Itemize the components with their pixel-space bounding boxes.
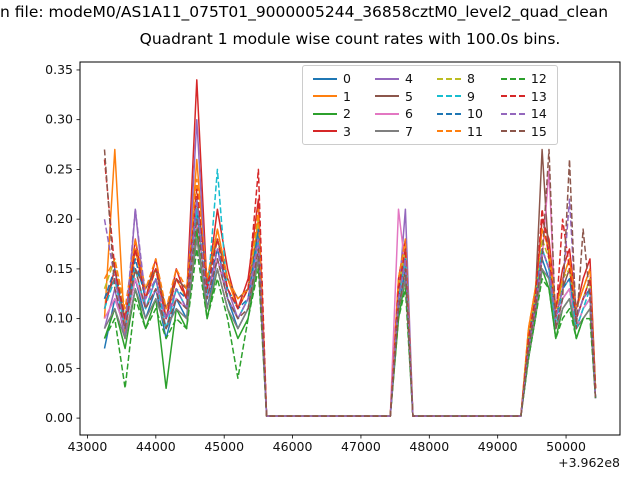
legend: 0 1 2 3 4 5 6 7 8 9 10 11 12 13 14 15 [302, 65, 558, 145]
legend-line-swatch [500, 95, 525, 98]
legend-line-swatch [313, 95, 337, 98]
x-tick-label: 45000 [204, 439, 244, 454]
legend-item-9: 9 [437, 89, 483, 105]
legend-item-12: 12 [500, 71, 547, 87]
series-line-15 [103, 148, 597, 417]
x-tick-label: 48000 [409, 439, 449, 454]
legend-line-swatch [437, 112, 461, 115]
legend-line-swatch [500, 77, 525, 80]
legend-label: 8 [467, 71, 475, 86]
legend-label: 3 [343, 123, 351, 139]
legend-label: 14 [530, 106, 547, 121]
series-line-10 [103, 198, 597, 417]
legend-line-swatch [375, 112, 399, 115]
x-tick-label: 47000 [341, 439, 381, 454]
legend-item-14: 14 [500, 106, 547, 122]
legend-line-swatch [500, 112, 525, 115]
legend-line-swatch [313, 112, 337, 115]
legend-item-5: 5 [375, 89, 419, 105]
legend-item-8: 8 [437, 71, 483, 87]
legend-line-swatch [437, 130, 461, 133]
legend-item-3: 3 [313, 124, 357, 140]
legend-label: 11 [467, 123, 483, 139]
legend-item-1: 1 [313, 89, 357, 105]
legend-item-4: 4 [375, 71, 419, 87]
axes-spines [79, 61, 621, 436]
series-line-11 [103, 178, 597, 417]
series-line-12 [103, 248, 597, 417]
y-tick-label: 0.15 [45, 261, 73, 276]
y-tick-label: 0.05 [45, 360, 73, 375]
x-tick-label: 46000 [273, 439, 313, 454]
y-tick-label: 0.25 [45, 161, 73, 176]
legend-line-swatch [375, 77, 399, 80]
legend-line-swatch [437, 77, 461, 80]
series-line-2 [103, 228, 597, 417]
legend-item-11: 11 [437, 124, 483, 140]
legend-item-13: 13 [500, 88, 547, 105]
legend-line-swatch [437, 95, 461, 98]
axes-title: Quadrant 1 module wise count rates with … [139, 30, 561, 48]
legend-label: 13 [530, 88, 547, 104]
y-tick-label: 0.35 [45, 62, 73, 77]
legend-label: 5 [405, 88, 413, 104]
legend-item-10: 10 [437, 106, 483, 122]
legend-item-0: 0 [313, 71, 357, 87]
x-tick-label: 43000 [68, 439, 108, 454]
legend-item-6: 6 [375, 106, 419, 122]
legend-label: 9 [467, 88, 475, 104]
y-tick-label: 0.20 [45, 211, 73, 226]
legend-line-swatch [313, 130, 337, 133]
x-axis-offset-label: +3.962e8 [558, 455, 620, 470]
legend-label: 15 [530, 123, 547, 139]
y-tick-label: 0.30 [45, 112, 73, 127]
legend-label: 4 [405, 71, 413, 86]
series-line-14 [103, 198, 597, 417]
x-tick-label: 49000 [478, 439, 518, 454]
x-tick-label: 50000 [546, 439, 586, 454]
series-line-13 [103, 159, 597, 417]
legend-label: 0 [343, 71, 351, 86]
legend-label: 12 [530, 71, 547, 86]
series-line-9 [103, 168, 597, 417]
legend-label: 1 [343, 88, 351, 104]
legend-item-2: 2 [313, 106, 357, 122]
legend-line-swatch [500, 130, 525, 133]
legend-label: 10 [467, 106, 483, 121]
legend-line-swatch [375, 130, 399, 133]
legend-item-7: 7 [375, 124, 419, 140]
legend-label: 6 [405, 106, 413, 121]
y-tick-label: 0.00 [45, 410, 73, 425]
series-line-4 [103, 118, 597, 417]
legend-item-15: 15 [500, 123, 547, 140]
y-tick-label: 0.10 [45, 311, 73, 326]
legend-line-swatch [313, 77, 337, 80]
legend-label: 7 [405, 123, 413, 139]
figure-title: n file: modeM0/AS1A11_075T01_9000005244_… [0, 3, 609, 21]
series-line-7 [103, 238, 597, 417]
x-tick-label: 44000 [136, 439, 176, 454]
legend-line-swatch [375, 95, 399, 98]
legend-label: 2 [343, 106, 351, 121]
